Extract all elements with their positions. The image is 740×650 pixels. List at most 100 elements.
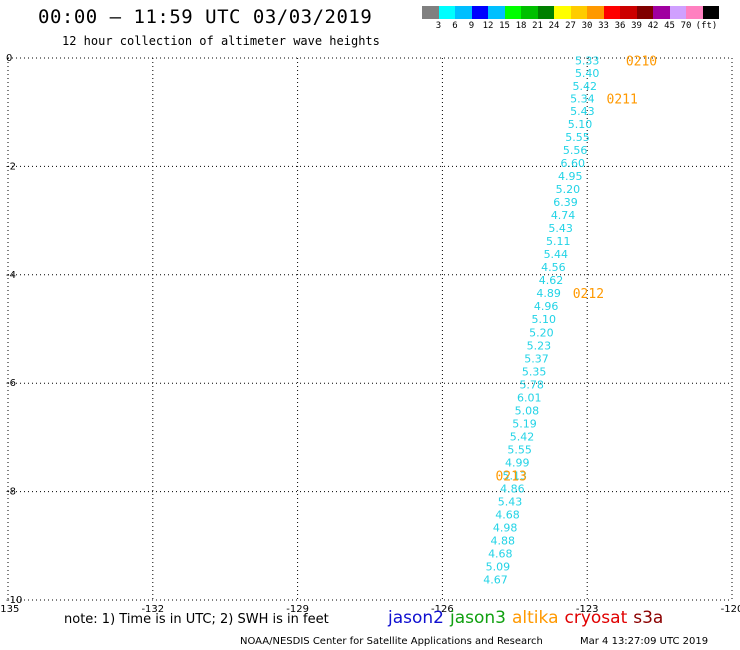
wave-height-reading: 5.09 (486, 560, 511, 573)
wave-height-reading: 5.20 (556, 183, 581, 196)
wave-height-reading: 4.95 (558, 170, 583, 183)
page-subtitle: 12 hour collection of altimeter wave hei… (62, 34, 380, 48)
wave-height-reading: 5.19 (512, 417, 537, 430)
wave-height-reading: 4.86 (500, 482, 525, 495)
wave-height-reading: 5.55 (565, 131, 590, 144)
colorbar-swatch (488, 6, 505, 19)
wave-height-reading: 5.10 (568, 118, 593, 131)
wave-height-reading: 5.44 (544, 248, 569, 261)
colorbar-label: 45 (664, 21, 675, 31)
wave-height-reading: 5.10 (532, 313, 557, 326)
x-tick-label: -132 (141, 604, 164, 615)
y-tick-label: -8 (6, 487, 16, 498)
wave-height-reading: 4.56 (541, 261, 566, 274)
colorbar-label: 30 (581, 21, 593, 31)
x-tick-label: -135 (0, 604, 19, 615)
colorbar-swatch (504, 6, 521, 19)
pass-time-label: 0213 (495, 469, 526, 484)
wave-height-reading: 5.42 (510, 430, 535, 443)
colorbar-swatch (603, 6, 620, 19)
x-tick-label: -123 (576, 604, 599, 615)
wave-height-reading: 4.68 (495, 508, 520, 521)
colorbar-label: 18 (515, 21, 527, 31)
colorbar-label: 12 (482, 21, 494, 31)
wave-height-reading: 4.89 (536, 287, 561, 300)
wave-height-reading: 5.78 (519, 378, 544, 391)
colorbar-swatch (537, 6, 554, 19)
x-tick-label: -126 (431, 604, 454, 615)
wave-height-reading: 5.23 (527, 339, 552, 352)
colorbar-label: 9 (468, 21, 475, 31)
footer-timestamp: Mar 4 13:27:09 UTC 2019 (580, 636, 709, 647)
wave-height-reading: 4.67 (483, 573, 508, 586)
wave-height-reading: 5.35 (522, 365, 547, 378)
colorbar-label: 15 (499, 21, 510, 31)
colorbar-swatch (521, 6, 538, 19)
colorbar-swatch (587, 6, 604, 19)
wave-height-reading: 5.20 (529, 326, 554, 339)
colorbar-label: 6 (452, 21, 458, 31)
pass-time-label: 0210 (626, 55, 657, 70)
colorbar-label: 42 (647, 21, 659, 31)
page-title: 00:00 – 11:59 UTC 03/03/2019 (38, 6, 373, 28)
wave-height-reading: 5.37 (524, 352, 549, 365)
colorbar-swatch (554, 6, 571, 19)
y-tick-label: -4 (6, 270, 16, 281)
colorbar-swatch (471, 6, 488, 19)
wave-height-reading: 5.11 (546, 235, 571, 248)
colorbar-swatch (570, 6, 587, 19)
wave-height-reading: 5.55 (507, 443, 532, 456)
satellite-legend-item: jason2 (388, 608, 444, 628)
colorbar-label: 39 (631, 21, 642, 31)
colorbar-label: 36 (614, 21, 626, 31)
y-tick-label: -2 (6, 161, 16, 172)
colorbar-label: 24 (548, 21, 560, 31)
wave-height-reading: 4.74 (551, 209, 576, 222)
wave-height-reading: 5.42 (573, 80, 598, 93)
wave-height-reading: 6.01 (517, 391, 542, 404)
x-tick-label: -120 (721, 604, 740, 615)
colorbar-swatch (636, 6, 653, 19)
x-tick-label: -129 (286, 604, 309, 615)
footer-credit: NOAA/NESDIS Center for Satellite Applica… (240, 636, 543, 647)
colorbar-swatch (653, 6, 670, 19)
satellite-legend-item: jason3 (450, 608, 506, 628)
colorbar-swatch (686, 6, 703, 19)
y-tick-label: -10 (6, 595, 22, 606)
colorbar-swatch (438, 6, 455, 19)
satellite-legend: jason2 jason3 altika cryosat s3a (388, 608, 669, 628)
wave-height-reading: 4.96 (534, 300, 559, 313)
wave-height-reading: 5.34 (570, 93, 595, 106)
satellite-legend-item: s3a (633, 608, 664, 628)
wave-height-reading: 5.43 (570, 105, 595, 118)
wave-height-reading: 5.33 (575, 55, 600, 68)
wave-height-reading: 5.13 (503, 469, 528, 482)
wave-height-reading: 6.39 (553, 196, 578, 209)
y-tick-label: -6 (6, 378, 16, 389)
colorbar-label: 27 (565, 21, 576, 31)
wave-height-reading: 5.08 (515, 404, 540, 417)
pass-time-label: 0211 (607, 93, 638, 108)
wave-height-reading: 5.43 (548, 222, 573, 235)
satellite-legend-item: altika (512, 608, 559, 628)
wave-height-reading: 5.43 (498, 495, 523, 508)
wave-height-reading: 4.98 (493, 521, 518, 534)
colorbar-swatch (455, 6, 472, 19)
colorbar-label: 3 (435, 21, 442, 31)
wave-height-reading: 5.56 (563, 144, 588, 157)
wave-height-reading: 4.62 (539, 274, 564, 287)
wave-height-reading: 4.88 (490, 534, 515, 547)
colorbar-swatch (702, 6, 719, 19)
wave-height-reading: 4.68 (488, 547, 513, 560)
y-tick-label: 0 (6, 53, 12, 64)
colorbar-label: 21 (532, 21, 543, 31)
colorbar (422, 6, 719, 19)
wave-height-reading: 6.60 (560, 157, 585, 170)
colorbar-swatch (620, 6, 637, 19)
colorbar-label: 70 (680, 21, 692, 31)
satellite-legend-item: cryosat (564, 608, 628, 628)
footer-note: note: 1) Time is in UTC; 2) SWH is in fe… (64, 612, 329, 627)
colorbar-swatch (422, 6, 439, 19)
wave-height-reading: 4.99 (505, 456, 530, 469)
